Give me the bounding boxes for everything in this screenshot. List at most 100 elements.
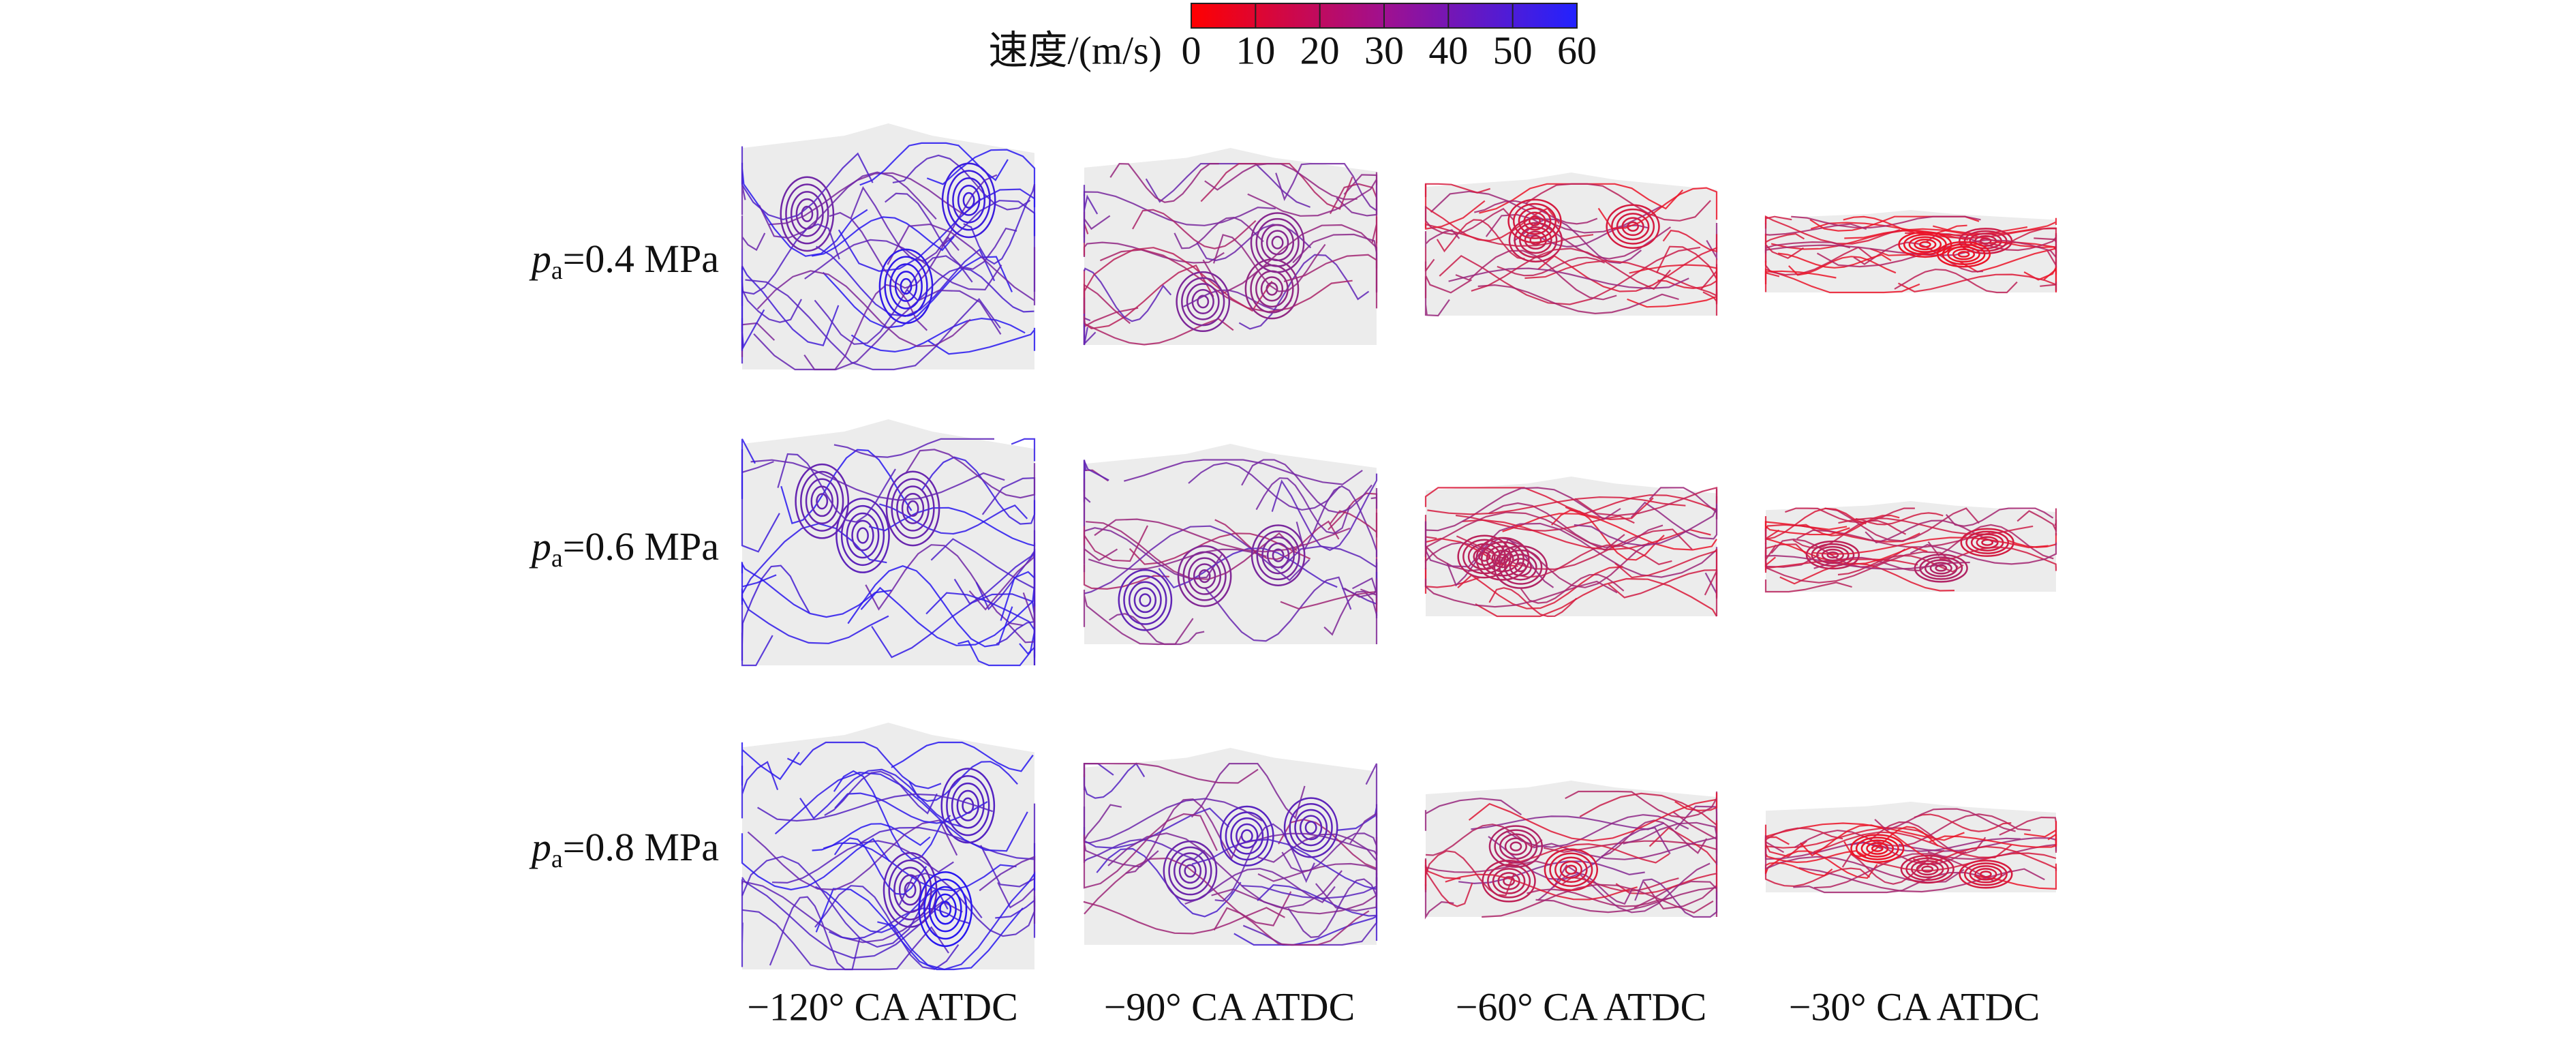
streamline bbox=[833, 837, 927, 896]
streamline bbox=[1777, 252, 1892, 269]
vortex bbox=[800, 470, 844, 532]
streamline bbox=[1468, 799, 1716, 842]
vortex bbox=[957, 184, 981, 216]
vortex bbox=[1918, 241, 1931, 248]
vortex bbox=[1123, 575, 1167, 625]
streamline bbox=[1456, 528, 1693, 571]
vortex bbox=[1191, 288, 1214, 315]
vortex bbox=[1979, 871, 1992, 878]
vortex bbox=[1616, 213, 1650, 241]
vortex bbox=[1491, 549, 1514, 569]
streamline bbox=[1424, 578, 1618, 608]
vortex bbox=[1816, 545, 1850, 564]
streamline bbox=[996, 620, 1036, 665]
panel-domain bbox=[1084, 748, 1377, 945]
vortex bbox=[1230, 817, 1264, 855]
vortex bbox=[1611, 208, 1655, 245]
streamline bbox=[1204, 576, 1352, 642]
streamline bbox=[1424, 206, 1514, 235]
streamline bbox=[1233, 915, 1378, 946]
streamline bbox=[1813, 831, 2012, 859]
streamline bbox=[1471, 815, 1665, 830]
vortex bbox=[1821, 548, 1844, 562]
vortex bbox=[1963, 230, 2008, 252]
streamline bbox=[1764, 558, 1918, 571]
vortex bbox=[1924, 559, 1958, 577]
streamline bbox=[1779, 562, 1955, 592]
streamline bbox=[1083, 247, 1273, 314]
streamline bbox=[1145, 163, 1310, 208]
streamline bbox=[2047, 833, 2057, 845]
row-label: pa=0.6 MPa bbox=[529, 524, 719, 572]
row-text: =0.8 MPa bbox=[563, 825, 719, 869]
vortex bbox=[1197, 295, 1210, 309]
vortex bbox=[1936, 241, 1991, 268]
streamline bbox=[1083, 590, 1194, 646]
streamline bbox=[741, 833, 891, 891]
streamline bbox=[1704, 570, 1718, 616]
streamline bbox=[887, 223, 1036, 305]
streamline bbox=[1488, 502, 1663, 548]
vortex bbox=[1981, 539, 1994, 546]
column-label: −30° CA ATDC bbox=[1789, 984, 2040, 1029]
vortex bbox=[1921, 865, 1934, 873]
streamline bbox=[1764, 241, 1851, 254]
streamline bbox=[1424, 521, 1489, 568]
streamline bbox=[1287, 878, 1378, 939]
vortex bbox=[1488, 825, 1544, 868]
streamline bbox=[963, 183, 1036, 265]
streamline bbox=[741, 588, 889, 644]
vortex bbox=[1850, 834, 1905, 863]
vortex bbox=[1965, 530, 2010, 554]
streamline bbox=[2046, 235, 2057, 269]
vortex bbox=[1959, 860, 2013, 889]
vortex bbox=[851, 519, 874, 552]
streamline bbox=[1535, 886, 1718, 914]
vortex bbox=[1514, 222, 1558, 258]
streamline bbox=[1623, 821, 1718, 865]
vortex bbox=[1509, 558, 1532, 577]
vortex bbox=[1163, 840, 1218, 902]
streamline bbox=[780, 449, 913, 524]
streamline bbox=[1764, 528, 1777, 562]
streamline bbox=[771, 840, 954, 884]
vortex bbox=[1178, 858, 1202, 884]
vortex bbox=[878, 248, 934, 325]
vortex bbox=[1900, 854, 1954, 884]
streamline bbox=[1508, 843, 1670, 864]
streamline bbox=[1764, 551, 1959, 584]
streamline bbox=[1551, 509, 1665, 561]
vortex bbox=[795, 198, 819, 230]
streamline bbox=[1281, 832, 1378, 873]
vortex bbox=[1261, 224, 1295, 262]
streamline bbox=[741, 185, 746, 215]
streamline bbox=[1315, 856, 1378, 912]
streamline-panel bbox=[1424, 172, 1718, 317]
streamline bbox=[1843, 826, 1939, 858]
streamline bbox=[1427, 496, 1686, 515]
vortex bbox=[1805, 540, 1860, 570]
streamline bbox=[908, 761, 1018, 802]
streamline bbox=[1083, 191, 1276, 226]
streamline bbox=[1132, 209, 1257, 250]
column-label: −120° CA ATDC bbox=[747, 984, 1018, 1029]
streamline bbox=[1329, 183, 1378, 243]
vortex bbox=[1473, 547, 1496, 566]
vortex bbox=[1236, 823, 1259, 849]
vortex bbox=[785, 183, 829, 245]
streamline bbox=[1574, 504, 1718, 547]
streamline-panels bbox=[741, 123, 2057, 971]
streamline bbox=[868, 507, 1036, 547]
vortex bbox=[1518, 207, 1552, 235]
streamline bbox=[1764, 579, 1852, 593]
vortex bbox=[1260, 276, 1284, 302]
streamline bbox=[1482, 884, 1714, 918]
vortex bbox=[946, 775, 990, 836]
colorbar-tick-label: 20 bbox=[1300, 28, 1340, 72]
vortex bbox=[1493, 545, 1548, 589]
streamline bbox=[1497, 256, 1606, 277]
subscript: a bbox=[551, 845, 563, 873]
vortex bbox=[780, 176, 835, 252]
streamline bbox=[1329, 510, 1378, 538]
